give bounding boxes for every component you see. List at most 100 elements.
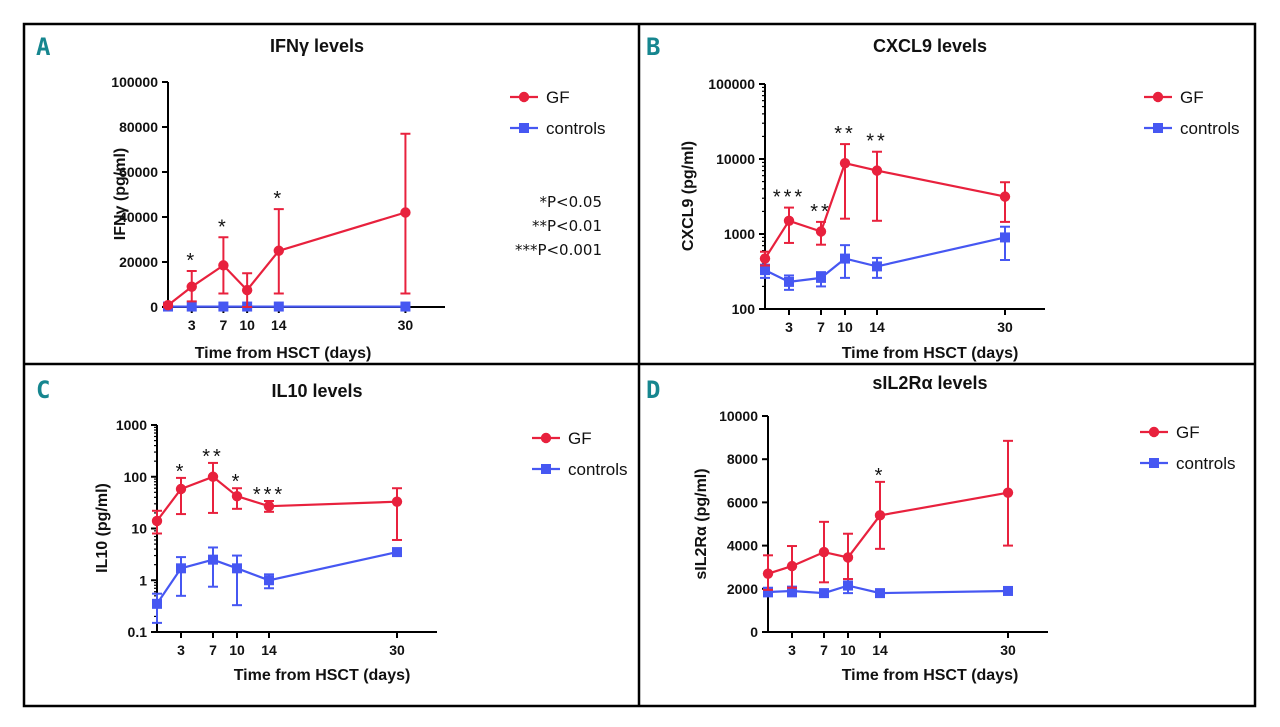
panel-b-series-controls bbox=[760, 225, 1010, 291]
panel-b-significance-star: ** bbox=[866, 131, 888, 153]
panel-b-gf-point bbox=[999, 191, 1011, 202]
panel-d-series-gf bbox=[762, 439, 1014, 591]
panel-b-series-gf bbox=[759, 143, 1011, 267]
panel-b-title: CXCL9 levels bbox=[873, 36, 987, 56]
panel-b-gf-point bbox=[815, 226, 827, 237]
panel-b-x-tick-label: 14 bbox=[869, 319, 885, 335]
panel-d-gf-point bbox=[874, 510, 886, 521]
panel-c-legend-gf: GF bbox=[532, 429, 592, 448]
panel-d-legend-gf: GF bbox=[1140, 423, 1200, 442]
panel-b-controls-point bbox=[784, 276, 794, 287]
panel-d-y-tick-label: 10000 bbox=[719, 408, 758, 424]
panel-d-y-tick-label: 6000 bbox=[727, 494, 758, 510]
panel-d-x-axis-label: Time from HSCT (days) bbox=[842, 667, 1019, 684]
panel-c-legend-label: GF bbox=[568, 429, 592, 448]
panel-c-title: IL10 levels bbox=[271, 381, 362, 401]
panel-d-legend-label: controls bbox=[1176, 454, 1236, 473]
panel-b-gf-line bbox=[764, 161, 1006, 260]
panel-a-y-tick-label: 0 bbox=[150, 299, 158, 315]
panel-a-legend-gf: GF bbox=[510, 88, 570, 107]
panel-b-x-axis-label: Time from HSCT (days) bbox=[842, 345, 1019, 362]
panel-a-y-axis-label: IFNγ (pg/ml) bbox=[112, 148, 129, 240]
panel-b-legend-marker bbox=[1152, 91, 1164, 103]
panel-c-gf-point bbox=[391, 496, 403, 507]
panel-a-y-tick-label: 60000 bbox=[119, 164, 158, 180]
panel-b-letter: B bbox=[646, 33, 660, 61]
panel-a-gf-line bbox=[167, 211, 406, 307]
panel-d-y-axis-label: sIL2Rα (pg/ml) bbox=[693, 468, 710, 579]
panel-d-y-tick-label: 4000 bbox=[727, 538, 758, 554]
panel-c-controls-point bbox=[208, 554, 218, 565]
panel-b-legend-label: GF bbox=[1180, 88, 1204, 107]
panel-b-gf-point bbox=[783, 215, 795, 226]
panel-b-y-tick-label: 10000 bbox=[716, 151, 755, 167]
panel-c-x-tick-label: 3 bbox=[177, 642, 185, 658]
panel-c-controls-point bbox=[232, 563, 242, 574]
panel-c-x-tick-label: 7 bbox=[209, 642, 217, 658]
panel-d-x-tick-label: 3 bbox=[788, 642, 796, 658]
panel-b-significance-star: *** bbox=[773, 187, 805, 209]
panel-d-controls-point bbox=[843, 580, 853, 591]
panel-d-y-tick-label: 2000 bbox=[727, 581, 758, 597]
panel-b-x-tick-label: 7 bbox=[817, 319, 825, 335]
panel-a-x-tick-label: 7 bbox=[220, 317, 228, 333]
panel-c-y-axis-label: IL10 (pg/ml) bbox=[94, 483, 111, 573]
panel-b-gf-point bbox=[839, 157, 851, 169]
panel-c-significance-star: * bbox=[232, 471, 243, 493]
panel-c-series-controls bbox=[152, 546, 402, 624]
panel-d-gf-point bbox=[1002, 487, 1014, 498]
panel-b-x-tick-label: 10 bbox=[837, 319, 853, 335]
panel-d-controls-point bbox=[875, 588, 885, 599]
panel-d-legend-marker bbox=[1148, 426, 1160, 438]
panel-d-legend-controls: controls bbox=[1140, 454, 1236, 473]
panel-c-controls-point bbox=[152, 598, 162, 609]
panel-d-letter: D bbox=[646, 376, 660, 404]
panel-a-significance-star: * bbox=[186, 250, 197, 272]
significance-legend-line-2: **P<0.01 bbox=[532, 217, 602, 235]
panel-b-legend-gf: GF bbox=[1144, 88, 1204, 107]
panel-a-x-tick-label: 14 bbox=[271, 317, 287, 333]
panel-c-y-tick-label: 1 bbox=[139, 572, 147, 588]
panel-d-significance-star: * bbox=[875, 465, 886, 487]
panel-b-y-axis-label: CXCL9 (pg/ml) bbox=[680, 141, 697, 251]
panel-c-y-tick-label: 100 bbox=[124, 469, 148, 485]
panel-c-y-tick-label: 0.1 bbox=[128, 624, 148, 640]
panel-a-series-gf bbox=[162, 132, 411, 311]
panel-a-controls-point bbox=[273, 301, 284, 312]
panel-c-controls-point bbox=[264, 575, 274, 586]
panel-d-gf-point bbox=[818, 546, 830, 558]
panel-c-gf-point bbox=[231, 491, 243, 502]
panel-a-x-tick-label: 30 bbox=[398, 317, 414, 333]
panel-a-controls-point bbox=[218, 301, 229, 312]
panel-a-series-controls bbox=[163, 301, 411, 312]
panel-c-significance-star: * bbox=[176, 461, 187, 483]
panel-a-gf-point bbox=[218, 260, 229, 271]
panel-c-x-tick-label: 30 bbox=[389, 642, 405, 658]
panel-d-gf-point bbox=[842, 552, 854, 563]
panel-d-gf-point bbox=[762, 568, 774, 579]
panel-a-x-tick-label: 3 bbox=[188, 317, 196, 333]
panel-a-chart: A IFNγ levels 0 20000 40000 60000 80000 100000 3… bbox=[36, 33, 606, 362]
panel-a-legend-label: controls bbox=[546, 119, 606, 138]
panel-d-controls-point bbox=[787, 585, 797, 596]
panel-c-gf-point bbox=[151, 515, 163, 527]
panel-b-controls-point bbox=[816, 272, 826, 283]
panel-c-legend-label: controls bbox=[568, 460, 628, 479]
panel-d-x-tick-label: 14 bbox=[872, 642, 888, 658]
panel-b-chart: B CXCL9 levels 100 1000 10000 100000 3 7 10 14 30 T… bbox=[646, 33, 1240, 362]
panel-b-controls-point bbox=[1000, 232, 1010, 243]
panel-b-controls-point bbox=[872, 261, 882, 272]
panel-b-x-tick-label: 3 bbox=[785, 319, 793, 335]
panel-b-controls-point bbox=[840, 253, 850, 264]
significance-legend-line-1: *P<0.05 bbox=[539, 193, 602, 211]
panel-c-y-tick-label: 1000 bbox=[116, 417, 147, 433]
panel-d-controls-point bbox=[819, 588, 829, 599]
panel-a-legend-marker bbox=[518, 91, 530, 103]
significance-legend-line-3: ***P<0.001 bbox=[515, 241, 602, 259]
panel-c-gf-point bbox=[175, 483, 187, 495]
panel-d-y-tick-label: 8000 bbox=[727, 451, 758, 467]
panel-b-controls-point bbox=[760, 265, 770, 276]
panel-d-y-tick-label: 0 bbox=[750, 624, 758, 640]
